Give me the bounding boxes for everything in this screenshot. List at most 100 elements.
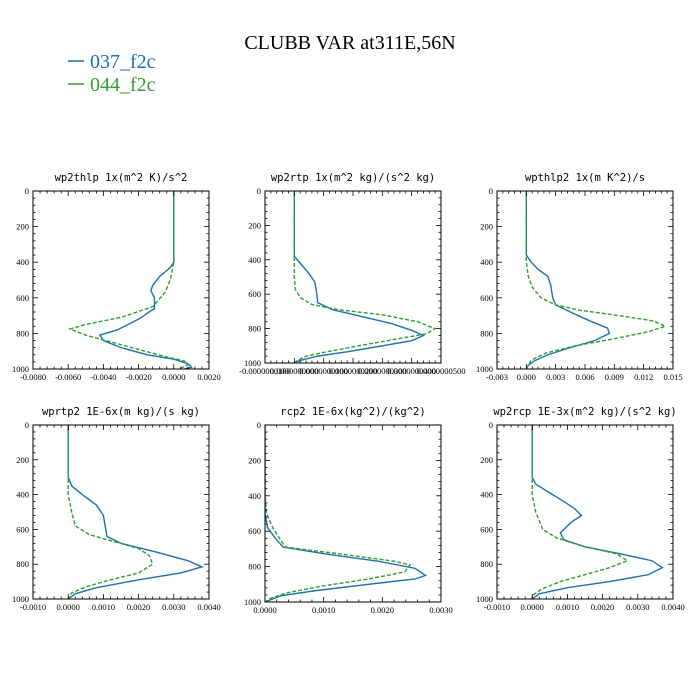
panel-grid: wp2thlp 1x(m^2 K)/s^202004006008001000-0… [12,172,685,615]
y-tick-label: 200 [248,220,261,230]
x-tick-label: 0.0020 [127,602,150,612]
series-line [67,191,190,369]
y-tick-label: 400 [248,491,261,501]
x-tick-label: 0.0000000000 [270,366,319,376]
plot-frame [32,190,210,370]
legend-item: 044_f2c [68,74,156,96]
x-tick-label: 0.009 [605,372,624,382]
panel-title: wp2rtp 1x(m^2 kg)/(s^2 kg) [271,172,435,184]
y-tick-label: 600 [16,524,29,534]
x-tick-label: 0.0000000200 [329,366,378,376]
series-line [67,425,205,599]
x-tick-label: 0.003 [546,372,565,382]
series-line [265,425,412,602]
x-tick-label: 0.0010 [92,602,115,612]
x-tick-label: 0.0030 [429,605,452,615]
y-tick-label: 600 [248,526,261,536]
x-tick-label: -0.0010 [484,602,510,612]
panel: wp2rtp 1x(m^2 kg)/(s^2 kg) 0 200 400 600 800 1… [239,172,465,376]
x-tick-label: -0.0060 [55,372,81,382]
y-tick-label: 0 [489,420,493,430]
panel-title: wp2thlp 1x(m^2 K)/s^2 [55,172,188,184]
y-tick-label: 800 [248,324,261,334]
legend-label: 044_f2c [90,74,156,96]
x-tick-label: -0.0020 [125,372,151,382]
panel: wprtp2 1E-6x(m kg)/(s kg) 0 200 400 600 800 10… [12,406,221,612]
panel-title: rcp2 1E-6x(kg^2)/(kg^2) [280,406,425,418]
x-tick-label: 0.0020 [591,602,614,612]
legend-label: 037_f2c [90,51,156,73]
y-tick-label: 400 [480,490,493,500]
y-tick-label: 200 [16,222,29,232]
x-tick-label: 0.0000 [521,602,544,612]
x-tick-label: 0.012 [634,372,653,382]
x-tick-label: 0.0020 [371,605,394,615]
x-tick-label: -0.0010 [20,602,46,612]
x-tick-label: 0.0020 [197,372,220,382]
x-tick-label: 0.000 [517,372,536,382]
x-tick-label: 0.0000 [253,605,276,615]
series-line [67,425,154,599]
y-tick-label: 600 [480,293,493,303]
y-tick-label: 600 [16,293,29,303]
figure-title: CLUBB VAR at311E,56N [244,32,455,54]
x-tick-label: 0.0000 [162,372,185,382]
y-tick-label: 800 [480,559,493,569]
x-tick-label: 0.0010 [312,605,335,615]
y-tick-label: 600 [480,524,493,534]
y-tick-label: 1000 [244,358,261,368]
x-tick-label: 0.0000000100 [299,366,348,376]
series-line [531,425,629,599]
plot-frame [32,424,210,600]
x-tick-label: 0.0030 [162,602,185,612]
y-tick-label: 1000 [244,597,261,607]
y-tick-label: 1000 [476,594,493,604]
series-line [293,191,426,363]
plot-frame [496,190,674,370]
x-tick-label: -0.0000000100 [239,366,291,376]
y-tick-label: 400 [16,257,29,267]
y-tick-label: 800 [16,559,29,569]
y-tick-label: 1000 [12,364,29,374]
y-tick-label: 800 [16,328,29,338]
x-tick-label: -0.003 [486,372,508,382]
plot-frame [264,190,442,364]
y-tick-label: 0 [489,186,493,196]
x-tick-label: 0.0000000500 [417,366,466,376]
y-tick-label: 1000 [12,594,29,604]
y-tick-label: 600 [248,289,261,299]
x-tick-label: 0.0040 [661,602,684,612]
series-line [525,191,668,369]
y-tick-label: 400 [480,257,493,267]
legend-item: 037_f2c [68,51,156,73]
y-tick-label: 0 [25,186,29,196]
series-line [531,425,664,599]
x-tick-label: 0.0030 [626,602,649,612]
y-tick-label: 1000 [476,364,493,374]
y-tick-label: 800 [248,562,261,572]
panel: rcp2 1E-6x(kg^2)/(kg^2) 0 200 400 600 800 1000… [244,406,453,615]
plot-frame [496,424,674,600]
y-tick-label: 400 [16,490,29,500]
plot-frame [264,424,442,603]
series-line [293,191,437,363]
series-line [98,191,193,369]
x-tick-label: 0.015 [663,372,682,382]
panel-title: wp2rcp 1E-3x(m^2 kg)/(s^2 kg) [493,406,676,418]
legend: 037_f2c 044_f2c [68,51,156,96]
panel: wp2thlp 1x(m^2 K)/s^202004006008001000-0… [12,172,221,382]
y-tick-label: 0 [25,420,29,430]
panel-title: wpthlp2 1x(m K^2)/s [525,172,645,184]
x-tick-label: -0.0080 [20,372,46,382]
series-line [265,425,428,602]
y-tick-label: 0 [257,186,261,196]
y-tick-label: 400 [248,255,261,265]
x-tick-label: 0.0000 [57,602,80,612]
x-tick-label: 0.0000000300 [358,366,407,376]
x-tick-label: -0.0040 [90,372,116,382]
y-tick-label: 200 [248,455,261,465]
panel: wp2rcp 1E-3x(m^2 kg)/(s^2 kg)0 200 400 600 8… [476,406,685,612]
y-tick-label: 800 [480,328,493,338]
y-tick-label: 200 [480,455,493,465]
y-tick-label: 0 [257,420,261,430]
